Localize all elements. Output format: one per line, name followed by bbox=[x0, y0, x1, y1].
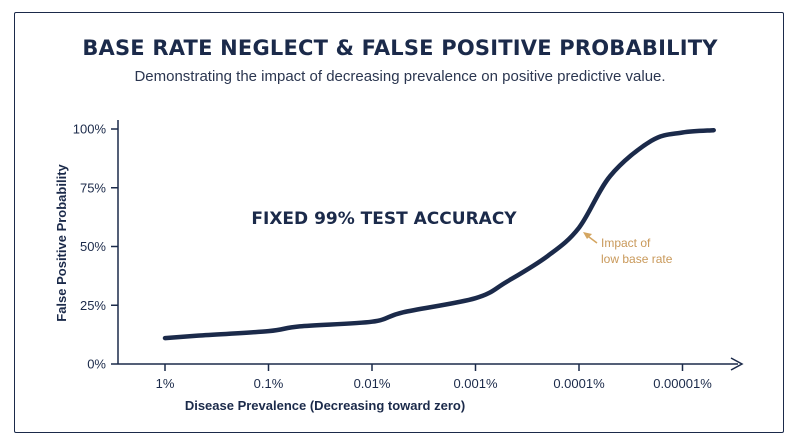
x-tick-label: 0.0001% bbox=[553, 376, 605, 391]
annotation-line-2: low base rate bbox=[601, 252, 673, 266]
chart-subtitle: Demonstrating the impact of decreasing p… bbox=[134, 68, 666, 85]
x-tick-label: 0.00001% bbox=[653, 376, 712, 391]
y-tick-label: 100% bbox=[73, 122, 107, 137]
x-axis-label: Disease Prevalence (Decreasing toward ze… bbox=[185, 398, 465, 413]
x-axis bbox=[118, 357, 744, 371]
y-tick-label: 25% bbox=[80, 298, 106, 313]
annotation-line-1: Impact of bbox=[601, 236, 651, 250]
x-tick-label: 1% bbox=[156, 376, 175, 391]
y-axis-label: False Positive Probability bbox=[54, 163, 69, 321]
x-tick-label: 0.1% bbox=[254, 376, 284, 391]
series-line bbox=[162, 127, 716, 341]
x-tick-label: 0.001% bbox=[453, 376, 498, 391]
center-annotation: FIXED 99% TEST ACCURACY bbox=[251, 209, 517, 229]
chart-frame bbox=[14, 12, 784, 433]
chart-title: BASE RATE NEGLECT & FALSE POSITIVE PROBA… bbox=[82, 36, 718, 60]
arrow-annotation: Impact of low base rate bbox=[583, 232, 673, 266]
y-tick-label: 0% bbox=[87, 357, 106, 372]
y-tick-label: 50% bbox=[80, 239, 106, 254]
y-tick-label: 75% bbox=[80, 180, 106, 195]
annotation-arrowhead-icon bbox=[583, 232, 592, 239]
x-tick-label: 0.01% bbox=[354, 376, 391, 391]
x-axis-arrow-icon bbox=[730, 357, 744, 371]
